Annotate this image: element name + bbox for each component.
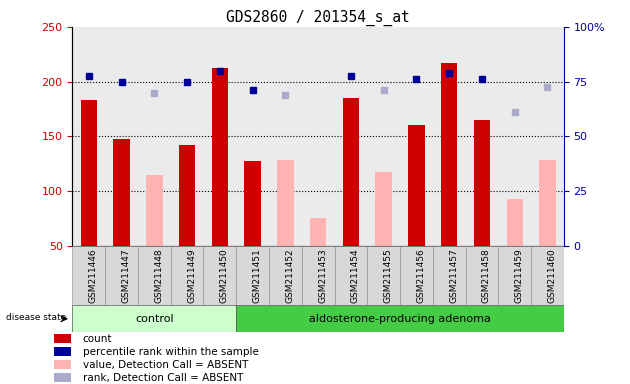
Bar <box>302 27 335 246</box>
Text: GSM211450: GSM211450 <box>220 249 229 303</box>
Bar <box>269 27 302 246</box>
Text: aldosterone-producing adenoma: aldosterone-producing adenoma <box>309 314 491 324</box>
Bar <box>302 246 335 305</box>
Text: GSM211460: GSM211460 <box>547 249 556 303</box>
Bar <box>212 68 228 246</box>
Title: GDS2860 / 201354_s_at: GDS2860 / 201354_s_at <box>226 9 410 25</box>
Bar <box>138 246 171 305</box>
Bar <box>400 246 433 305</box>
Bar <box>277 161 294 246</box>
Text: GSM211446: GSM211446 <box>89 249 98 303</box>
Bar <box>498 27 531 246</box>
Bar <box>138 27 171 246</box>
Bar <box>531 246 564 305</box>
Bar <box>375 172 392 246</box>
Text: GSM211458: GSM211458 <box>482 249 491 303</box>
Text: GSM211451: GSM211451 <box>253 249 261 303</box>
Bar <box>203 246 236 305</box>
Bar <box>466 27 498 246</box>
Text: percentile rank within the sample: percentile rank within the sample <box>83 347 258 357</box>
Bar <box>179 145 195 246</box>
Bar <box>310 218 326 246</box>
Bar <box>433 246 466 305</box>
Bar <box>105 27 138 246</box>
Text: GSM211453: GSM211453 <box>318 249 327 303</box>
Bar <box>466 246 498 305</box>
Text: value, Detection Call = ABSENT: value, Detection Call = ABSENT <box>83 359 248 369</box>
Bar <box>72 246 105 305</box>
Bar <box>171 246 203 305</box>
Bar <box>236 305 564 332</box>
Bar <box>244 162 261 246</box>
Bar <box>441 63 457 246</box>
Text: GSM211447: GSM211447 <box>122 249 130 303</box>
Bar <box>54 334 71 343</box>
Bar <box>81 100 97 246</box>
Bar <box>236 246 269 305</box>
Bar <box>72 27 105 246</box>
Bar <box>146 175 163 246</box>
Text: GSM211452: GSM211452 <box>285 249 294 303</box>
Bar <box>507 199 523 246</box>
Text: GSM211455: GSM211455 <box>384 249 392 303</box>
Bar <box>367 27 400 246</box>
Bar <box>171 27 203 246</box>
Bar <box>54 360 71 369</box>
Bar <box>343 98 359 246</box>
Bar <box>72 305 236 332</box>
Text: GSM211448: GSM211448 <box>154 249 163 303</box>
Bar <box>335 27 367 246</box>
Bar <box>335 246 367 305</box>
Text: GSM211449: GSM211449 <box>187 249 196 303</box>
Text: GSM211456: GSM211456 <box>416 249 425 303</box>
Bar <box>539 161 556 246</box>
Bar <box>113 139 130 246</box>
Text: GSM211454: GSM211454 <box>351 249 360 303</box>
Bar <box>400 27 433 246</box>
Bar <box>54 347 71 356</box>
Bar <box>367 246 400 305</box>
Text: GSM211459: GSM211459 <box>515 249 524 303</box>
Bar <box>498 246 531 305</box>
Bar <box>474 120 490 246</box>
Bar <box>105 246 138 305</box>
Text: disease state: disease state <box>6 313 66 322</box>
Bar <box>269 246 302 305</box>
Text: rank, Detection Call = ABSENT: rank, Detection Call = ABSENT <box>83 372 243 382</box>
Bar <box>203 27 236 246</box>
Bar <box>531 27 564 246</box>
Text: control: control <box>135 314 174 324</box>
Bar <box>236 27 269 246</box>
Bar <box>433 27 466 246</box>
Text: count: count <box>83 334 112 344</box>
Bar <box>54 373 71 382</box>
Bar <box>408 125 425 246</box>
Text: GSM211457: GSM211457 <box>449 249 458 303</box>
